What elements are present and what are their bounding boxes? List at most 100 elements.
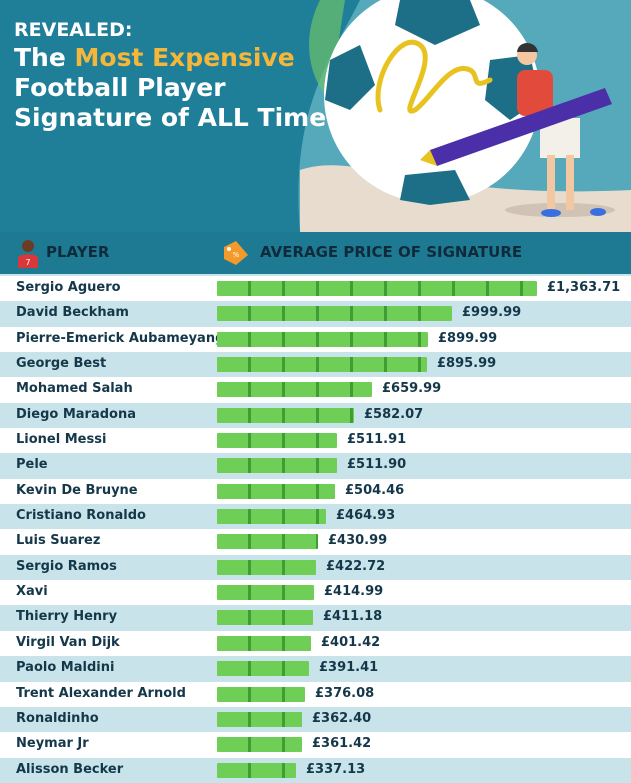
price-bar	[217, 534, 318, 550]
price-bar	[217, 509, 326, 525]
player-name: Alisson Becker	[16, 761, 124, 777]
player-name: Kevin De Bruyne	[16, 482, 138, 498]
player-name: Sergio Ramos	[16, 558, 117, 574]
table-row: Paolo Maldini £391.41	[0, 656, 631, 682]
player-name: Virgil Van Dijk	[16, 634, 120, 650]
player-name: Pele	[16, 457, 48, 473]
title-line-3: Football Player	[14, 72, 226, 102]
price-bar	[217, 559, 316, 575]
player-name: Luis Suarez	[16, 533, 101, 549]
player-name: Pierre-Emerick Aubameyang	[16, 330, 225, 346]
title-highlight: Most Expensive	[74, 42, 295, 72]
price-label: £401.42	[321, 634, 381, 650]
player-name: David Beckham	[16, 305, 129, 321]
player-name: Neymar Jr	[16, 736, 89, 752]
price-tag-icon: %	[224, 241, 248, 265]
price-label: £361.42	[312, 736, 372, 752]
column-header: 7 PLAYER % AVERAGE PRICE OF SIGNATURE	[0, 232, 631, 274]
price-bar	[217, 357, 427, 373]
table-row: Kevin De Bruyne £504.46	[0, 478, 631, 505]
price-bar	[217, 585, 314, 601]
ball-panel	[325, 45, 375, 110]
price-bar	[217, 686, 305, 702]
price-label: £582.07	[364, 406, 424, 422]
price-bar	[217, 458, 337, 474]
table-row: Diego Maradona £582.07	[0, 402, 631, 429]
table-row: Sergio Ramos £422.72	[0, 554, 631, 581]
price-label: £511.90	[347, 457, 407, 473]
table-row: Lionel Messi £511.91	[0, 428, 631, 454]
title-line-4: Signature of ALL Time	[14, 102, 327, 132]
price-column-label: AVERAGE PRICE OF SIGNATURE	[260, 243, 523, 261]
price-bar	[217, 635, 311, 651]
price-label: £337.13	[306, 761, 366, 777]
player-icon: 7	[18, 240, 38, 268]
table-row: Pele £511.90	[0, 453, 631, 479]
table-row: Mohamed Salah £659.99	[0, 377, 631, 403]
title-line-2-pre: The	[14, 42, 75, 72]
player-name: Trent Alexander Arnold	[16, 685, 186, 701]
table-row: David Beckham £999.99	[0, 301, 631, 327]
player-name: Paolo Maldini	[16, 660, 115, 676]
price-bar	[217, 610, 313, 626]
price-bar	[217, 661, 309, 677]
player-name: Ronaldinho	[16, 710, 99, 726]
price-bar	[217, 483, 335, 499]
price-bar	[217, 762, 296, 778]
table-row: Virgil Van Dijk £401.42	[0, 630, 631, 657]
price-label: £422.72	[326, 558, 386, 574]
table-row: Thierry Henry £411.18	[0, 605, 631, 631]
player-name: George Best	[16, 356, 107, 372]
price-bar	[217, 407, 354, 423]
table-row: Cristiano Ronaldo £464.93	[0, 504, 631, 530]
price-bar	[217, 306, 452, 322]
price-label: £414.99	[324, 584, 384, 600]
player-name: Diego Maradona	[16, 406, 136, 422]
table-row: Luis Suarez £430.99	[0, 529, 631, 555]
price-label: £511.91	[347, 432, 407, 448]
ball-panel	[395, 0, 480, 45]
price-bar	[217, 433, 337, 449]
price-label: £899.99	[438, 330, 498, 346]
table-row: Xavi £414.99	[0, 580, 631, 606]
title-line-2: The Most Expensive	[14, 44, 326, 71]
price-label: £430.99	[328, 533, 388, 549]
player-name: Cristiano Ronaldo	[16, 508, 146, 524]
player-column-label: PLAYER	[46, 243, 110, 261]
price-label: £659.99	[382, 381, 442, 397]
price-bar	[217, 281, 537, 296]
player-name: Thierry Henry	[16, 609, 118, 625]
table-row: Ronaldinho £362.40	[0, 706, 631, 733]
player-name: Mohamed Salah	[16, 381, 133, 397]
price-bar	[217, 737, 302, 753]
table-row: Alisson Becker £337.13	[0, 757, 631, 783]
table-row: Sergio Aguero £1,363.71	[0, 276, 631, 302]
page-title: REVEALED: The Most Expensive Football Pl…	[14, 20, 326, 131]
price-label: £504.46	[345, 482, 405, 498]
price-bar	[217, 331, 428, 347]
price-label: £895.99	[437, 356, 497, 372]
player-price-table: Sergio Aguero £1,363.71 David Beckham £999.…	[0, 276, 631, 783]
price-label: £411.18	[323, 609, 383, 625]
table-row: Neymar Jr £361.42	[0, 732, 631, 758]
player-name: Xavi	[16, 584, 48, 600]
svg-text:7: 7	[25, 258, 30, 267]
table-row: George Best £895.99	[0, 352, 631, 378]
player-name: Lionel Messi	[16, 432, 107, 448]
ball-panel	[400, 170, 470, 205]
player-name: Sergio Aguero	[16, 280, 121, 295]
price-label: £376.08	[315, 685, 375, 701]
price-label: £1,363.71	[547, 280, 621, 295]
price-label: £362.40	[312, 710, 372, 726]
svg-text:%: %	[233, 251, 240, 259]
price-bar	[217, 382, 372, 398]
title-line-1: REVEALED:	[14, 19, 133, 41]
price-label: £391.41	[319, 660, 379, 676]
table-row: Trent Alexander Arnold £376.08	[0, 681, 631, 707]
header-banner: REVEALED: The Most Expensive Football Pl…	[0, 0, 631, 232]
header-illustration	[298, 0, 631, 232]
price-label: £464.93	[336, 508, 396, 524]
table-row: Pierre-Emerick Aubameyang £899.99	[0, 326, 631, 353]
price-label: £999.99	[462, 305, 522, 321]
